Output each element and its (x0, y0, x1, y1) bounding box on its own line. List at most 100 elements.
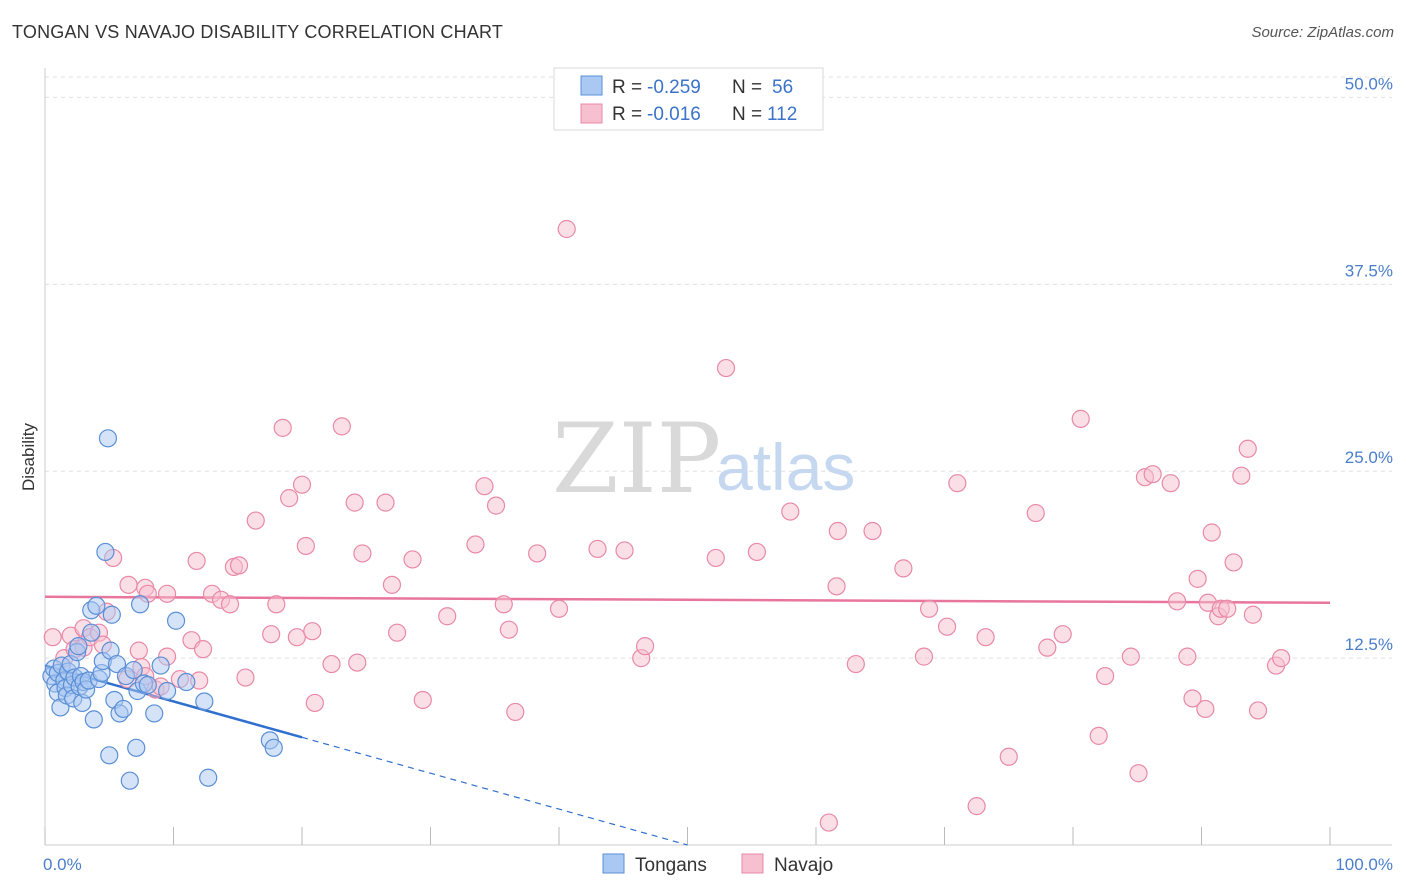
tongans-point-30 (96, 542, 115, 562)
navajo-point-58 (499, 620, 518, 639)
navajo-point-68 (716, 358, 736, 378)
navajo-point-91 (1129, 764, 1148, 783)
legend-n-label-navajo: N = (732, 104, 762, 125)
tongans-point-50 (166, 611, 186, 630)
navajo-point-71 (819, 813, 838, 832)
tongans-point-38 (114, 699, 133, 719)
y-tick-label-0: 12.5% (1345, 635, 1393, 654)
navajo-point-24 (187, 551, 206, 571)
bottom-legend-label-navajo: Navajo (774, 855, 833, 876)
legend-n-value-tongans: 56 (772, 77, 793, 98)
navajo-point-33 (246, 511, 265, 530)
navajo-point-41 (303, 622, 322, 641)
navajo-point-36 (273, 418, 292, 437)
navajo-point-111 (1272, 649, 1291, 668)
bottom-legend-swatch-tongans (602, 853, 625, 874)
navajo-point-50 (387, 623, 407, 642)
navajo-point-31 (229, 556, 249, 575)
navajo-point-0 (43, 628, 62, 647)
navajo-point-81 (967, 797, 986, 816)
navajo-point-70 (781, 502, 800, 521)
tongans-point-51 (177, 672, 196, 692)
legend-r-label-navajo: R = (612, 104, 642, 125)
navajo-point-54 (466, 535, 485, 554)
navajo-point-77 (914, 647, 934, 666)
navajo-point-39 (292, 475, 312, 494)
navajo-point-98 (1188, 569, 1207, 588)
navajo-point-60 (528, 544, 547, 563)
tongans-point-53 (199, 768, 218, 787)
navajo-point-69 (747, 542, 766, 562)
navajo-point-38 (287, 628, 306, 647)
tongans-point-16 (69, 637, 88, 656)
tongans-point-41 (124, 660, 143, 680)
navajo-point-93 (1143, 465, 1162, 484)
bottom-legend-label-tongans: Tongans (635, 855, 707, 876)
navajo-point-84 (1026, 503, 1045, 523)
navajo-point-62 (557, 219, 576, 239)
navajo-point-63 (588, 539, 607, 559)
tongans-point-25 (84, 710, 103, 729)
navajo-point-42 (305, 693, 324, 713)
tongans-point-55 (264, 738, 283, 757)
navajo-point-76 (894, 559, 913, 578)
navajo-point-21 (157, 584, 177, 603)
navajo-point-79 (937, 617, 957, 636)
navajo-point-52 (413, 690, 432, 710)
navajo-point-66 (635, 637, 655, 656)
legend-r-value-tongans: -0.259 (647, 77, 701, 98)
navajo-point-57 (494, 595, 513, 614)
tongans-point-44 (130, 595, 150, 614)
navajo-point-73 (828, 521, 847, 541)
bottom-legend-swatch-navajo (741, 853, 764, 874)
navajo-point-53 (438, 607, 457, 626)
watermark-atlas: atlas (716, 430, 855, 504)
tongans-point-23 (82, 623, 101, 642)
x-tick-label-1: 100.0% (1335, 855, 1393, 874)
navajo-trendline (44, 595, 1331, 605)
watermark: ZIP atlas (552, 403, 855, 515)
watermark-zip: ZIP (552, 403, 721, 515)
navajo-point-49 (382, 575, 402, 594)
navajo-point-37 (280, 489, 299, 508)
legend-n-value-navajo: 112 (767, 104, 797, 125)
navajo-point-32 (236, 668, 255, 687)
navajo-point-40 (296, 536, 315, 556)
navajo-point-86 (1053, 625, 1072, 644)
x-tick-label-0: 0.0% (43, 855, 82, 874)
navajo-point-13 (129, 641, 148, 660)
navajo-point-82 (976, 628, 995, 647)
tongans-point-47 (145, 704, 164, 723)
navajo-point-108 (1243, 605, 1263, 624)
tongans-trendline-extension (301, 736, 688, 846)
navajo-point-59 (506, 702, 525, 722)
navajo-point-97 (1183, 689, 1202, 708)
tongans-point-31 (98, 429, 118, 448)
axes-layer: 12.5% 25.0% 37.5% 50.0% 0.0% 100.0% (43, 68, 1393, 874)
navajo-point-94 (1161, 474, 1180, 493)
navajo-point-45 (345, 493, 364, 512)
tongans-point-33 (102, 605, 121, 624)
navajo-point-109 (1248, 701, 1268, 720)
navajo-point-61 (549, 599, 569, 618)
source-label: Source: ZipAtlas.com (1251, 24, 1394, 41)
navajo-point-80 (948, 474, 967, 493)
navajo-point-47 (353, 544, 372, 563)
legend-swatch-tongans (580, 75, 603, 96)
navajo-point-35 (267, 595, 286, 614)
navajo-point-78 (919, 599, 939, 618)
navajo-point-29 (220, 595, 240, 614)
navajo-point-55 (475, 477, 494, 496)
navajo-point-11 (119, 575, 138, 594)
navajo-point-43 (322, 654, 341, 674)
navajo-point-64 (615, 541, 634, 560)
trend-layer (44, 595, 1331, 846)
tongans-point-52 (195, 692, 214, 711)
navajo-point-67 (706, 548, 725, 568)
navajo-point-46 (348, 653, 367, 672)
navajo-point-74 (846, 654, 865, 674)
navajo-point-72 (827, 577, 846, 596)
navajo-point-104 (1218, 599, 1237, 618)
navajo-point-34 (262, 625, 281, 644)
